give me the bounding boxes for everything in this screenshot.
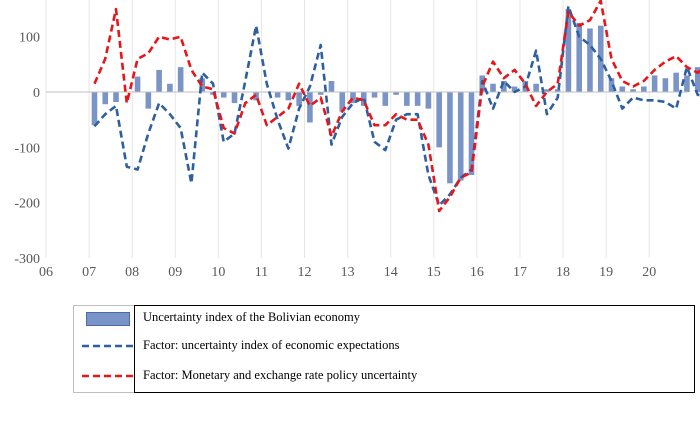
bar (457, 92, 464, 181)
bar (91, 92, 98, 126)
bar (339, 92, 346, 112)
bar (447, 92, 453, 184)
bar (468, 92, 475, 176)
bar (414, 92, 421, 106)
x-tick-label: 17 (513, 265, 527, 280)
x-tick-label: 12 (298, 265, 312, 280)
x-tick-label: 13 (341, 265, 355, 280)
bar (274, 92, 281, 98)
bar (360, 92, 367, 106)
bar (231, 92, 238, 104)
bar (393, 92, 399, 95)
x-tick-label: 19 (599, 265, 613, 280)
bar (608, 78, 615, 93)
bar (404, 92, 410, 106)
bar-series (91, 9, 700, 184)
x-tick-label: 09 (168, 265, 182, 280)
bar (490, 83, 496, 93)
bar (371, 92, 378, 98)
bar (544, 89, 550, 93)
grid (45, 0, 650, 258)
x-axis: 06 07 08 09 10 11 12 13 14 15 16 17 18 19 20 (39, 265, 656, 280)
legend-swatch-expectations (82, 344, 134, 348)
bar (102, 92, 109, 105)
bar (673, 72, 679, 93)
bar (156, 69, 162, 93)
bar (533, 83, 539, 93)
legend (73, 305, 695, 393)
bar (436, 92, 442, 148)
legend-label-uncertainty-index: Uncertainty index of the Bolivian econom… (143, 310, 360, 324)
y-axis: 100 0 -100 -200 -300 (14, 31, 40, 267)
x-tick-label: 14 (384, 265, 398, 280)
x-tick-label: 07 (82, 265, 96, 280)
bar (694, 67, 700, 93)
bar (651, 75, 658, 93)
legend-swatch-bar (86, 312, 130, 326)
x-tick-label: 10 (211, 265, 225, 280)
x-tick-label: 20 (642, 265, 656, 280)
y-tick-label: 100 (19, 31, 40, 46)
bar (587, 28, 593, 93)
bar (177, 67, 184, 93)
x-tick-label: 08 (125, 265, 139, 280)
bar (662, 78, 669, 93)
bar (134, 76, 141, 93)
bar (328, 80, 335, 93)
line-monetary (93, 0, 700, 213)
bar (684, 75, 690, 93)
y-tick-label: 0 (33, 86, 40, 101)
bar (425, 92, 432, 109)
x-tick-label: 16 (470, 265, 484, 280)
bar (220, 92, 227, 98)
line-series (93, 0, 700, 213)
bar (641, 86, 647, 93)
bar (501, 80, 507, 93)
bar (350, 92, 356, 104)
legend-label-expectations: Factor: uncertainty index of economic ex… (143, 338, 400, 352)
bar (167, 83, 173, 93)
bar (511, 86, 518, 93)
y-tick-label: -200 (14, 197, 40, 212)
y-tick-label: -100 (14, 141, 40, 156)
bar (307, 92, 313, 123)
bar (382, 92, 389, 106)
legend-frame (134, 305, 695, 393)
bar (113, 92, 119, 102)
bar (285, 92, 292, 101)
x-tick-label: 11 (255, 265, 268, 280)
line-expectations (93, 5, 700, 207)
bar (630, 89, 636, 93)
bar (554, 89, 561, 93)
x-tick-label: 06 (39, 265, 53, 280)
bar (576, 22, 583, 93)
legend-label-monetary: Factor: Monetary and exchange rate polic… (143, 368, 418, 382)
x-tick-label: 15 (427, 265, 441, 280)
y-tick-label: -300 (14, 252, 40, 267)
x-tick-label: 18 (556, 265, 570, 280)
legend-swatch-monetary (82, 374, 134, 378)
chart: 100 0 -100 -200 -300 06 07 08 09 10 11 12 13 14 15 16 1… (14, 0, 700, 280)
bar (619, 86, 626, 93)
bar (145, 92, 152, 109)
bar (296, 92, 302, 106)
bar (317, 92, 324, 95)
bar (565, 9, 572, 93)
